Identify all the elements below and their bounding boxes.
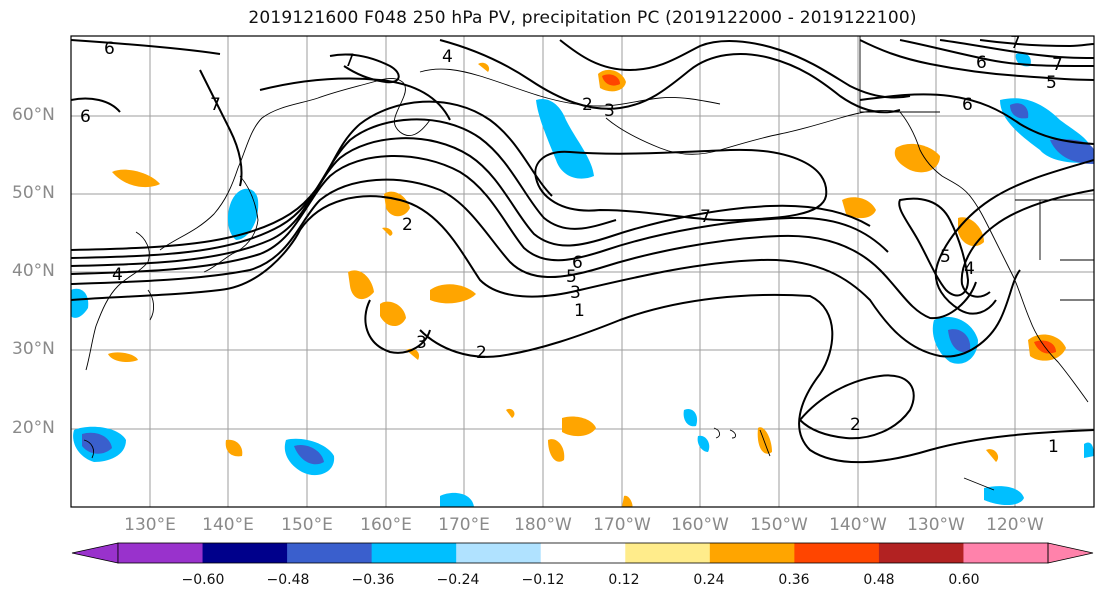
contour-label: 7 [1010, 33, 1021, 53]
lon-label: 120°W [986, 515, 1044, 535]
lat-label: 20°N [12, 418, 55, 438]
lat-label: 50°N [12, 183, 55, 203]
lon-label: 160°W [671, 515, 729, 535]
precip-blob-bering [536, 98, 594, 179]
colorbar-tick-label: 0.48 [863, 572, 895, 588]
colorbar [71, 542, 1094, 564]
contour-label: 2 [850, 415, 861, 435]
contour-label: 7 [210, 95, 221, 115]
lon-label: 170°E [438, 515, 490, 535]
lat-label: 30°N [12, 339, 55, 359]
lon-label: 150°E [281, 515, 333, 535]
colorbar-tick-label: −0.36 [351, 572, 395, 588]
contour-label: 2 [402, 215, 413, 235]
colorbar-tick-label: 0.60 [948, 572, 980, 588]
colorbar-arrow-left [71, 542, 119, 564]
lon-label: 180°W [514, 515, 572, 535]
colorbar-segment [371, 543, 457, 563]
contour-label: 1 [574, 301, 585, 321]
colorbar-segment [963, 543, 1049, 563]
lon-label: 130°W [907, 515, 965, 535]
contour-label: 7 [1052, 55, 1063, 75]
contour-label: 5 [1046, 73, 1057, 93]
pv-contours [71, 39, 1094, 464]
contour-label: 7 [344, 51, 355, 71]
contour-label: 4 [442, 47, 453, 67]
colorbar-tick-label: −0.48 [266, 572, 310, 588]
lat-label: 40°N [12, 261, 55, 281]
colorbar-segment [287, 543, 373, 563]
contour-label: 1 [1048, 437, 1059, 457]
colorbar-border [117, 542, 1049, 564]
colorbar-tick-label: −0.60 [181, 572, 225, 588]
precip-blob-japan [227, 188, 259, 240]
colorbar-segment [878, 543, 964, 563]
lat-label: 60°N [12, 105, 55, 125]
lon-label: 130°E [124, 515, 176, 535]
colorbar-segment [118, 543, 204, 563]
contour-label: 4 [964, 259, 975, 279]
contour-label: 6 [962, 95, 973, 115]
contour-label: 6 [104, 39, 115, 59]
colorbar-segment [625, 543, 711, 563]
colorbar-tick-label: −0.24 [436, 572, 480, 588]
colorbar-arrow-right [1047, 542, 1094, 564]
colorbar-tick-label: 0.36 [778, 572, 810, 588]
contour-label: 5 [566, 267, 577, 287]
precipitation-shading [71, 52, 1094, 507]
colorbar-segment [709, 543, 795, 563]
contour-labels: 6 7 6 4 7 2 3 6 5 7 6 7 7 6 5 4 5 4 3 2 … [80, 33, 1063, 457]
contour-label: 3 [416, 333, 427, 353]
contour-label: 4 [112, 265, 123, 285]
contour-label: 7 [700, 207, 711, 227]
lon-label: 140°W [829, 515, 887, 535]
contour-label: 5 [940, 247, 951, 267]
lon-label: 170°W [593, 515, 651, 535]
colorbar-tick-label: −0.12 [521, 572, 565, 588]
contour-label: 3 [604, 101, 615, 121]
lon-label: 150°W [750, 515, 808, 535]
colorbar-segment [456, 543, 542, 563]
coastlines [83, 36, 1094, 491]
map-title: 2019121600 F048 250 hPa PV, precipitatio… [248, 8, 917, 28]
colorbar-segment [202, 543, 288, 563]
contour-label: 3 [570, 283, 581, 303]
contour-label: 2 [582, 95, 593, 115]
colorbar-tick-label: 0.12 [608, 572, 640, 588]
lon-label: 160°E [360, 515, 412, 535]
contour-label: 2 [476, 343, 487, 363]
colorbar-segment [540, 543, 626, 563]
lon-label: 140°E [202, 515, 254, 535]
colorbar-segment [794, 543, 880, 563]
map-frame [70, 35, 1095, 508]
contour-label: 6 [80, 107, 91, 127]
contour-label: 6 [976, 53, 987, 73]
colorbar-tick-label: 0.24 [693, 572, 725, 588]
contour-label: 6 [572, 253, 583, 273]
